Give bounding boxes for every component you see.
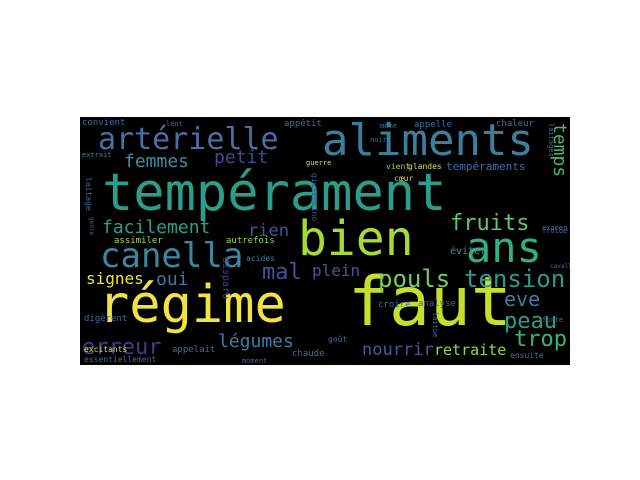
word: canella xyxy=(100,236,244,276)
word: vient xyxy=(386,162,411,171)
word: facilement xyxy=(102,217,211,238)
word: disparu xyxy=(220,257,231,300)
word: laitage xyxy=(84,177,93,211)
word: convient xyxy=(82,118,126,128)
word: appelait xyxy=(172,345,216,355)
word: digèrent xyxy=(84,314,128,324)
word: eve xyxy=(504,287,541,311)
word: retraite xyxy=(434,341,507,359)
word: giuseppino xyxy=(310,173,319,222)
word: ensuite xyxy=(510,351,544,360)
word: oui xyxy=(156,269,189,290)
word: cavallière xyxy=(550,263,570,270)
word: faut xyxy=(348,263,512,342)
word: noir xyxy=(370,136,387,144)
word: petit xyxy=(214,147,269,168)
word: trop xyxy=(514,327,567,352)
word: examen xyxy=(542,224,568,232)
word: bien xyxy=(298,211,414,267)
word: lent xyxy=(166,120,183,128)
word: chaude xyxy=(292,349,325,359)
word: cœur xyxy=(394,174,414,183)
word: chaleur xyxy=(496,119,534,129)
word: froide xyxy=(542,227,568,235)
word: genre xyxy=(88,217,95,236)
word: fruits xyxy=(450,211,530,236)
wordcloud-canvas: tempérament régime faut bien aliments an… xyxy=(80,117,570,365)
word: même xyxy=(380,122,397,130)
word: acides xyxy=(246,254,275,263)
word: excitants xyxy=(84,345,128,354)
word: pouls xyxy=(378,265,451,293)
word: appelle xyxy=(414,120,452,130)
word: peau xyxy=(504,309,557,334)
word: tension xyxy=(464,265,566,293)
word: laitue xyxy=(431,312,439,338)
word: assimiler xyxy=(114,236,163,246)
word: tempéraments xyxy=(446,160,526,173)
word: artérielle xyxy=(98,122,279,157)
word: croire xyxy=(378,300,411,310)
word: ans xyxy=(466,223,542,272)
word: moment xyxy=(242,357,268,365)
word: aliments xyxy=(322,117,534,166)
word: forte xyxy=(542,316,564,324)
word: régime xyxy=(98,275,286,335)
word: glandes xyxy=(408,162,442,171)
word: analyse xyxy=(418,299,456,309)
word: signes xyxy=(86,269,144,288)
word: laitages xyxy=(547,123,555,157)
word: légumes xyxy=(218,331,294,352)
word: nourrir xyxy=(362,340,434,360)
word: rien xyxy=(248,221,289,241)
word: femmes xyxy=(124,151,190,172)
word: extrait xyxy=(82,151,112,159)
word: autrefois xyxy=(226,236,275,246)
word: tempérament xyxy=(102,163,447,223)
word: goût xyxy=(328,335,348,344)
word: erreur xyxy=(82,335,162,360)
word: mal xyxy=(262,260,302,285)
word: plein xyxy=(312,261,361,280)
word: guerre xyxy=(306,159,332,167)
word: éviter xyxy=(450,246,487,257)
word: essentiellement xyxy=(84,355,157,364)
word: appétit xyxy=(284,119,322,129)
